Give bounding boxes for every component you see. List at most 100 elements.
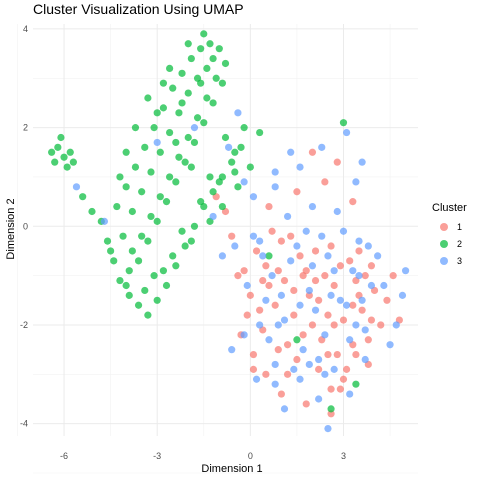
point-cluster-1	[271, 301, 279, 309]
point-cluster-2	[327, 405, 335, 413]
point-cluster-2	[187, 163, 195, 171]
point-cluster-3	[296, 163, 304, 171]
point-cluster-3	[342, 301, 351, 309]
point-cluster-2	[156, 148, 164, 156]
point-cluster-3	[318, 143, 326, 151]
point-cluster-2	[131, 124, 140, 132]
point-cluster-3	[249, 232, 258, 240]
point-cluster-2	[240, 124, 248, 132]
point-cluster-2	[200, 30, 208, 38]
point-cluster-2	[175, 153, 183, 161]
point-cluster-2	[63, 163, 71, 171]
point-cluster-2	[128, 247, 136, 255]
point-cluster-1	[280, 276, 289, 285]
point-cluster-2	[184, 40, 192, 48]
point-cluster-3	[380, 281, 388, 290]
point-cluster-3	[336, 296, 344, 304]
point-cluster-2	[125, 291, 133, 299]
point-cluster-2	[141, 143, 149, 151]
legend-label-3: 3	[457, 256, 462, 266]
point-cluster-3	[153, 138, 161, 147]
x-tick-label: -3	[153, 451, 161, 461]
point-cluster-2	[144, 94, 152, 102]
point-cluster-1	[262, 262, 270, 270]
point-cluster-2	[51, 158, 59, 166]
x-axis-title: Dimension 1	[201, 463, 262, 475]
point-cluster-2	[131, 163, 140, 171]
point-cluster-3	[252, 375, 261, 383]
point-cluster-2	[231, 148, 239, 156]
point-cluster-3	[346, 336, 354, 344]
point-cluster-3	[100, 217, 109, 225]
point-cluster-2	[141, 286, 149, 295]
y-axis-title: Dimension 2	[5, 198, 17, 259]
point-cluster-3	[302, 227, 310, 235]
point-cluster-2	[221, 59, 230, 68]
point-cluster-2	[169, 252, 177, 260]
point-cluster-3	[271, 183, 279, 191]
point-cluster-1	[315, 296, 323, 304]
point-cluster-1	[327, 410, 335, 418]
point-cluster-3	[271, 380, 279, 388]
point-cluster-3	[355, 272, 363, 280]
point-cluster-1	[336, 385, 344, 393]
legend-label-2: 2	[457, 239, 462, 249]
point-cluster-1	[315, 365, 323, 373]
point-cluster-3	[271, 168, 279, 176]
point-cluster-2	[134, 301, 143, 309]
point-cluster-3	[352, 321, 360, 329]
point-cluster-1	[355, 247, 363, 255]
point-cluster-1	[324, 311, 332, 319]
point-cluster-3	[330, 365, 338, 373]
point-cluster-3	[225, 143, 233, 151]
point-cluster-2	[172, 178, 180, 186]
point-cluster-1	[228, 232, 236, 240]
point-cluster-3	[305, 286, 313, 295]
point-cluster-1	[305, 291, 313, 299]
point-cluster-2	[162, 281, 171, 290]
point-cluster-1	[333, 158, 341, 166]
point-cluster-2	[197, 79, 205, 87]
point-cluster-2	[172, 138, 180, 147]
point-cluster-1	[296, 252, 304, 260]
point-cluster-1	[252, 247, 261, 255]
point-cluster-2	[110, 257, 118, 265]
point-cluster-3	[321, 331, 329, 339]
point-cluster-2	[159, 79, 168, 87]
point-cluster-3	[358, 296, 366, 304]
point-cluster-2	[187, 54, 195, 63]
point-cluster-2	[107, 247, 115, 255]
x-tick-label: 3	[341, 451, 346, 461]
point-cluster-1	[361, 272, 369, 280]
y-tick-label: -4	[20, 419, 28, 429]
point-cluster-2	[190, 138, 199, 147]
y-axis-ticks: -4 -2 0 2 4	[20, 24, 28, 429]
point-cluster-3	[324, 252, 332, 260]
point-cluster-2	[166, 128, 174, 137]
point-cluster-2	[237, 143, 245, 151]
point-cluster-2	[184, 133, 192, 142]
y-tick-label: -2	[20, 320, 28, 330]
point-cluster-2	[150, 272, 158, 280]
legend-key-2	[440, 240, 448, 248]
point-cluster-3	[296, 301, 304, 309]
point-cluster-2	[352, 380, 360, 388]
point-cluster-3	[72, 183, 81, 191]
point-cluster-3	[349, 267, 357, 275]
point-cluster-3	[240, 178, 248, 186]
point-cluster-3	[324, 424, 332, 433]
point-cluster-3	[358, 158, 366, 166]
point-cluster-1	[333, 350, 341, 359]
point-cluster-3	[308, 202, 317, 211]
point-cluster-2	[178, 99, 186, 107]
point-cluster-3	[256, 237, 264, 245]
point-cluster-1	[290, 311, 298, 319]
point-cluster-3	[283, 212, 292, 221]
point-cluster-2	[153, 296, 161, 304]
point-cluster-3	[231, 242, 239, 250]
point-cluster-2	[122, 281, 130, 290]
point-cluster-2	[122, 183, 130, 191]
y-tick-label: 2	[23, 123, 28, 133]
point-cluster-2	[190, 222, 199, 230]
point-cluster-3	[234, 109, 242, 117]
